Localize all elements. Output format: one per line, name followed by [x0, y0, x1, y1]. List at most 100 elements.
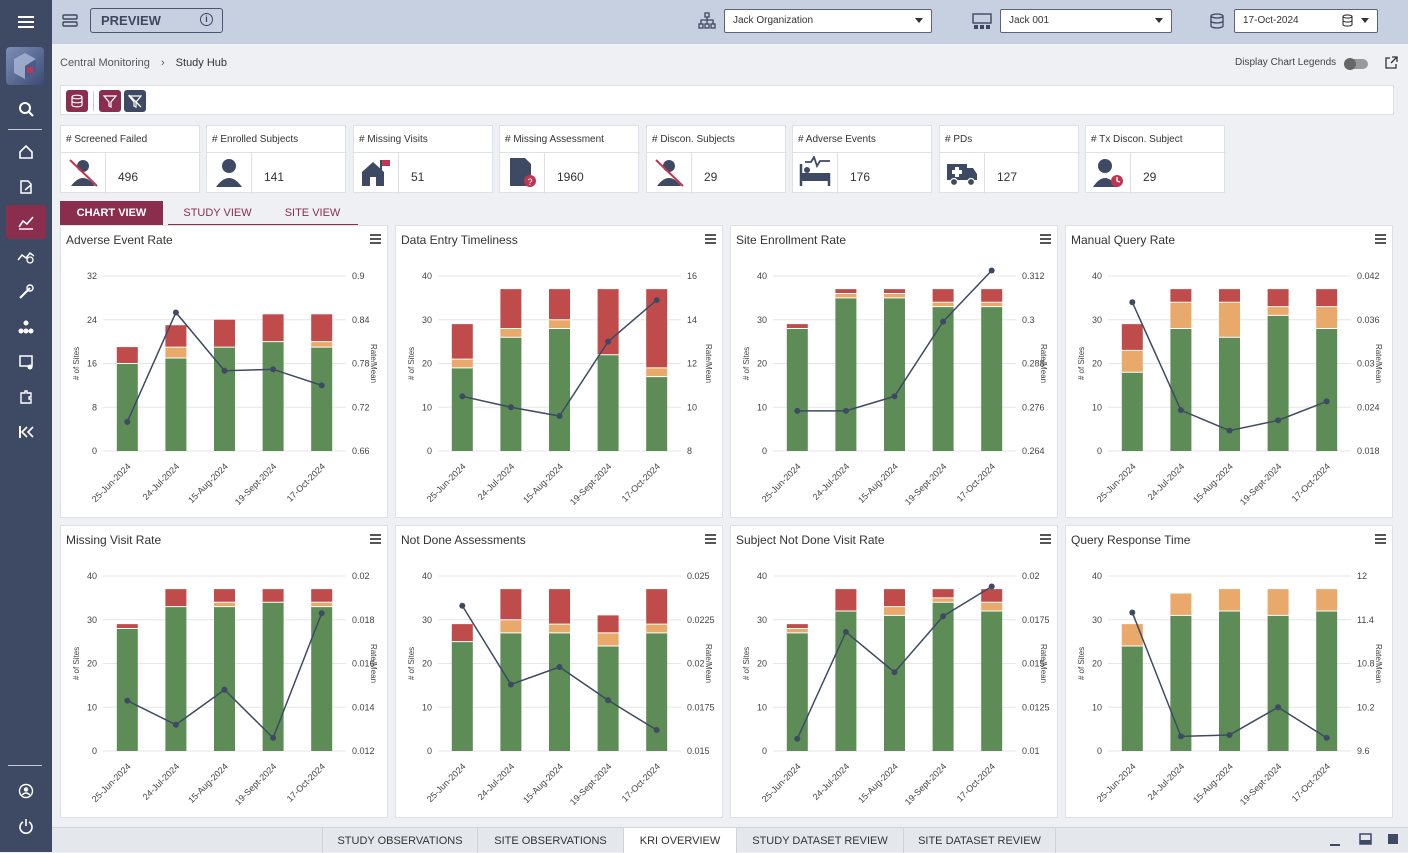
rate-mean-point[interactable]	[1177, 733, 1184, 740]
rate-mean-point[interactable]	[1177, 407, 1184, 414]
bar-segment[interactable]	[1316, 589, 1338, 611]
rate-mean-point[interactable]	[653, 727, 660, 733]
bar-segment[interactable]	[311, 602, 333, 607]
rate-mean-point[interactable]	[459, 393, 466, 400]
bar-segment[interactable]	[165, 347, 187, 359]
bar-segment[interactable]	[1219, 589, 1240, 611]
bar-segment[interactable]	[500, 328, 522, 338]
bar-segment[interactable]	[549, 632, 570, 751]
bar-segment[interactable]	[646, 632, 668, 751]
bar-segment[interactable]	[500, 289, 522, 329]
tools-icon[interactable]	[0, 275, 52, 309]
rate-mean-point[interactable]	[507, 404, 514, 411]
rate-mean-point[interactable]	[891, 669, 898, 676]
power-icon[interactable]	[0, 809, 52, 843]
rate-mean-point[interactable]	[891, 393, 898, 400]
chart-trend-icon[interactable]	[6, 205, 46, 239]
bar-segment[interactable]	[165, 606, 187, 751]
layers-icon[interactable]	[62, 13, 78, 34]
bar-segment[interactable]	[646, 589, 668, 625]
edit-document-icon[interactable]	[0, 170, 52, 204]
bar-segment[interactable]	[116, 347, 138, 364]
bar-segment[interactable]	[500, 632, 522, 751]
bar-segment[interactable]	[932, 302, 954, 307]
collapse-sidebar-icon[interactable]	[0, 415, 52, 449]
tab-site-observations[interactable]: SITE OBSERVATIONS	[478, 828, 624, 853]
bar-segment[interactable]	[214, 319, 235, 348]
bar-segment[interactable]	[1316, 289, 1338, 307]
clear-filter-button[interactable]	[124, 90, 146, 112]
home-icon[interactable]	[0, 135, 52, 169]
rate-mean-point[interactable]	[605, 338, 612, 345]
chart-menu-icon[interactable]	[705, 534, 716, 546]
bar-segment[interactable]	[981, 589, 1003, 603]
rate-mean-point[interactable]	[507, 681, 514, 688]
bar-segment[interactable]	[549, 289, 570, 320]
display-legends-toggle[interactable]	[1344, 58, 1368, 70]
bar-segment[interactable]	[311, 606, 333, 751]
bar-segment[interactable]	[451, 624, 473, 642]
rate-mean-point[interactable]	[794, 735, 801, 742]
bar-segment[interactable]	[549, 319, 570, 329]
rate-mean-point[interactable]	[124, 418, 131, 425]
rate-mean-point[interactable]	[221, 367, 228, 374]
bar-segment[interactable]	[116, 624, 138, 629]
bar-segment[interactable]	[451, 641, 473, 751]
bar-segment[interactable]	[214, 602, 235, 607]
bar-segment[interactable]	[549, 328, 570, 452]
bar-segment[interactable]	[835, 589, 857, 611]
rate-mean-point[interactable]	[1129, 299, 1136, 306]
rate-mean-point[interactable]	[172, 721, 179, 728]
kpi-card[interactable]: # Discon. Subjects 29	[646, 125, 787, 194]
kpi-card[interactable]: # Enrolled Subjects 141	[206, 125, 347, 194]
rate-mean-point[interactable]	[1323, 734, 1330, 741]
bar-segment[interactable]	[981, 289, 1003, 303]
app-logo[interactable]	[6, 47, 44, 85]
bar-segment[interactable]	[116, 628, 138, 752]
date-select[interactable]: 17-Oct-2024	[1234, 9, 1378, 33]
bar-segment[interactable]	[1267, 306, 1289, 316]
bar-segment[interactable]	[597, 615, 619, 633]
rate-mean-point[interactable]	[318, 610, 325, 617]
tab-site-view[interactable]: SITE VIEW	[267, 201, 358, 225]
bar-segment[interactable]	[451, 324, 473, 360]
bar-segment[interactable]	[1170, 615, 1192, 751]
kpi-card[interactable]: # Adverse Events 176	[792, 125, 933, 194]
bar-segment[interactable]	[646, 624, 668, 633]
bar-segment[interactable]	[1121, 646, 1143, 751]
bar-segment[interactable]	[597, 289, 619, 355]
bar-segment[interactable]	[165, 325, 187, 348]
data-source-button[interactable]	[66, 90, 88, 112]
bar-segment[interactable]	[884, 293, 905, 298]
bar-segment[interactable]	[835, 293, 857, 298]
bar-segment[interactable]	[597, 354, 619, 451]
bar-segment[interactable]	[214, 606, 235, 751]
report-settings-icon[interactable]	[0, 345, 52, 379]
bar-segment[interactable]	[884, 297, 905, 451]
breadcrumb-central-monitoring[interactable]: Central Monitoring	[60, 57, 150, 69]
bar-segment[interactable]	[1170, 302, 1192, 329]
bar-segment[interactable]	[884, 289, 905, 294]
bar-segment[interactable]	[1170, 289, 1192, 303]
rate-mean-point[interactable]	[794, 407, 801, 414]
bar-segment[interactable]	[1267, 589, 1289, 616]
search-icon[interactable]	[0, 92, 52, 126]
bar-segment[interactable]	[884, 615, 905, 751]
bar-segment[interactable]	[932, 602, 954, 751]
rate-mean-point[interactable]	[1226, 731, 1233, 738]
bar-segment[interactable]	[597, 632, 619, 646]
bar-segment[interactable]	[884, 589, 905, 607]
rate-mean-point[interactable]	[842, 629, 849, 635]
bar-segment[interactable]	[835, 297, 857, 451]
hamburger-menu-icon[interactable]	[0, 5, 52, 39]
chart-menu-icon[interactable]	[370, 534, 381, 546]
bar-segment[interactable]	[981, 306, 1003, 451]
bar-segment[interactable]	[116, 363, 138, 452]
bar-segment[interactable]	[262, 589, 284, 603]
rate-mean-point[interactable]	[842, 407, 849, 414]
kpi-card[interactable]: # Missing Assessment? 1960	[499, 125, 640, 194]
bar-segment[interactable]	[1170, 593, 1192, 616]
bar-segment[interactable]	[165, 358, 187, 451]
rate-mean-point[interactable]	[1226, 427, 1233, 434]
bar-segment[interactable]	[262, 314, 284, 342]
